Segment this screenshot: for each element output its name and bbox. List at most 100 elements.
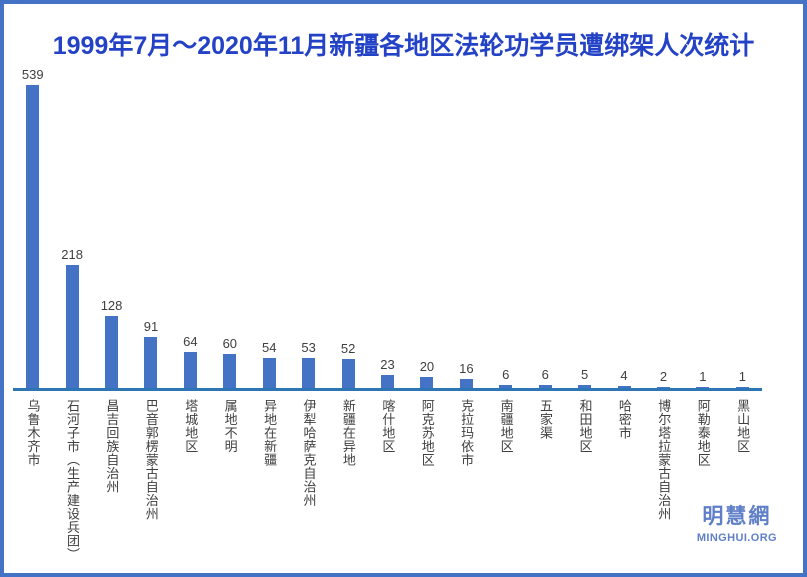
x-axis-line	[13, 388, 762, 391]
bar-column: 20	[407, 4, 446, 388]
minghui-watermark: 明慧網 MINGHUI.ORG	[697, 500, 777, 544]
bar	[617, 386, 631, 388]
category-label: 新疆在异地	[328, 399, 367, 467]
bar-column: 60	[210, 4, 249, 388]
bar-column: 1	[683, 4, 722, 388]
bar-value-label: 60	[222, 336, 238, 351]
category-label: 阿勒泰地区	[683, 399, 722, 467]
category-label: 石河子市（生产建设兵团）	[52, 399, 91, 561]
category-label-text: 哈密市	[616, 399, 632, 440]
bar	[105, 316, 119, 388]
bar	[578, 385, 592, 388]
bar-value-label: 539	[21, 67, 44, 82]
bar-value-label: 64	[183, 334, 198, 349]
bar-value-label: 1	[699, 369, 707, 384]
category-label: 属地不明	[210, 399, 249, 453]
bar-value-label: 218	[61, 247, 83, 262]
bar	[65, 265, 79, 388]
chart-title: 1999年7月～2020年11月新疆各地区法轮功学员遭绑架人次统计	[52, 32, 755, 60]
category-labels-row: 乌鲁木齐市 石河子市（生产建设兵团） 昌吉回族自治州 巴音郭楞蒙古自治州 塔城地区 属地不…	[13, 399, 762, 561]
category-label: 塔城地区	[171, 399, 210, 453]
bar-column: 23	[368, 4, 407, 388]
category-label: 和田地区	[565, 399, 604, 453]
bar-column: 54	[250, 4, 289, 388]
bars-area: 539 218 128 91 64 60 54 53 52 23 20 16 6 6 5 4 2 1 1	[13, 4, 762, 388]
category-label-text: 喀什地区	[380, 399, 396, 453]
bar	[459, 379, 473, 388]
bar-value-label: 4	[620, 368, 628, 383]
bar	[144, 337, 158, 388]
bar-column: 1	[723, 4, 762, 388]
category-label: 五家渠	[525, 399, 564, 440]
bar	[735, 387, 749, 388]
bar-column: 539	[13, 4, 52, 388]
category-label-text: 南疆地区	[498, 399, 514, 453]
category-label-text: 巴音郭楞蒙古自治州	[143, 399, 159, 521]
bar-value-label: 2	[659, 369, 668, 384]
bar	[26, 85, 40, 388]
category-label-text: 塔城地区	[183, 399, 199, 453]
category-label: 昌吉回族自治州	[92, 399, 131, 494]
bar-value-label: 20	[419, 359, 435, 374]
bar	[183, 352, 197, 388]
bar	[341, 359, 355, 388]
watermark-chinese-logo: 明慧網	[702, 505, 772, 528]
category-label-text: 异地在新疆	[262, 399, 278, 467]
bar	[656, 387, 670, 388]
bar-column: 128	[92, 4, 131, 388]
category-label: 伊犁哈萨克自治州	[289, 399, 328, 507]
bar-value-label: 6	[502, 367, 510, 382]
bar-column: 4	[604, 4, 643, 388]
category-label: 乌鲁木齐市	[13, 399, 52, 467]
bar-column: 53	[289, 4, 328, 388]
watermark-english-logo: MINGHUI.ORG	[696, 532, 777, 544]
bar-column: 2	[644, 4, 683, 388]
category-label-text: 伊犁哈萨克自治州	[301, 399, 317, 507]
bar-value-label: 52	[340, 341, 356, 356]
category-label-text: 阿克苏地区	[419, 399, 435, 467]
bar-column: 64	[171, 4, 210, 388]
bar-value-label: 1	[738, 369, 746, 384]
category-label: 巴音郭楞蒙古自治州	[131, 399, 170, 521]
bar-value-label: 91	[143, 319, 159, 334]
category-label: 异地在新疆	[250, 399, 289, 467]
bar-value-label: 5	[581, 367, 589, 382]
bar-value-label: 6	[541, 367, 549, 382]
category-label: 克拉玛依市	[447, 399, 486, 467]
bar-column: 52	[328, 4, 367, 388]
bar-value-label: 128	[100, 298, 123, 313]
category-label-text: 克拉玛依市	[459, 399, 475, 467]
category-label: 哈密市	[604, 399, 643, 440]
category-label: 黑山地区	[723, 399, 762, 453]
bar	[538, 385, 552, 388]
category-label-text: 新疆在异地	[340, 399, 356, 467]
category-label: 博尔塔拉蒙古自治州	[644, 399, 683, 521]
category-label-text: 石河子市（生产建设兵团）	[64, 399, 80, 561]
category-label-text: 黑山地区	[735, 399, 751, 453]
bar-column: 16	[447, 4, 486, 388]
bar-column: 218	[52, 4, 91, 388]
category-label-text: 属地不明	[222, 399, 238, 453]
category-label: 阿克苏地区	[407, 399, 446, 467]
bar-column: 91	[131, 4, 170, 388]
category-label-text: 乌鲁木齐市	[25, 399, 41, 467]
bar	[420, 377, 434, 388]
bar	[499, 385, 513, 388]
bar	[223, 354, 237, 388]
category-label: 南疆地区	[486, 399, 525, 453]
bar-column: 6	[525, 4, 564, 388]
bar-chart: 539 218 128 91 64 60 54 53 52 23 20 16 6 6 5 4 2 1 1 乌鲁木齐市…	[4, 4, 803, 573]
bar-value-label: 23	[380, 357, 395, 372]
bar-value-label: 53	[301, 340, 316, 355]
category-label-text: 和田地区	[577, 399, 593, 453]
bar-value-label: 16	[459, 361, 474, 376]
bar	[262, 358, 276, 388]
bar	[696, 387, 710, 388]
bar	[302, 358, 316, 388]
bar-column: 5	[565, 4, 604, 388]
bar	[381, 375, 394, 388]
category-label-text: 博尔塔拉蒙古自治州	[656, 399, 672, 521]
category-label-text: 昌吉回族自治州	[104, 399, 120, 494]
bar-value-label: 54	[262, 340, 277, 355]
